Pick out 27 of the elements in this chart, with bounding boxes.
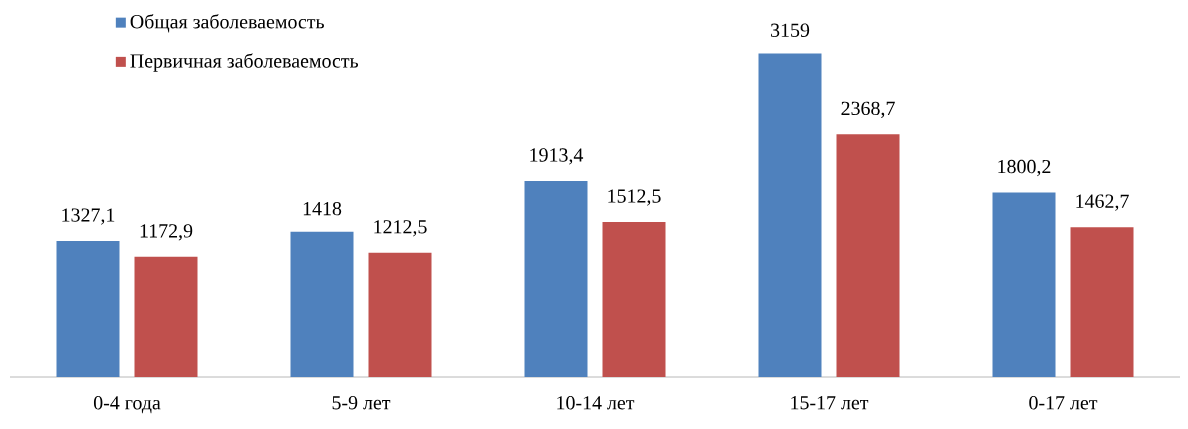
legend-label: Общая заболеваемость bbox=[130, 14, 324, 33]
data-label: 1512,5 bbox=[608, 189, 661, 206]
legend-label: Первичная заболеваемость bbox=[130, 53, 359, 72]
bar bbox=[1070, 227, 1134, 377]
bar bbox=[290, 231, 354, 377]
x-tick-label: 0-17 лет bbox=[1029, 396, 1098, 410]
data-label: 1418 bbox=[303, 201, 342, 216]
x-tick-label: 0-4 года bbox=[93, 396, 161, 414]
bar bbox=[836, 134, 900, 377]
data-label: 3159 bbox=[771, 23, 810, 37]
x-tick-label: 5-9 лет bbox=[332, 396, 391, 410]
data-label: 1800,2 bbox=[998, 159, 1051, 177]
x-tick-label: 15-17 лет bbox=[791, 396, 869, 410]
data-label: 1172,9 bbox=[140, 224, 193, 241]
bar bbox=[56, 241, 120, 377]
bar bbox=[524, 180, 588, 377]
bar bbox=[134, 256, 198, 377]
bar bbox=[368, 252, 432, 377]
bar bbox=[758, 53, 822, 377]
data-label: 2368,7 bbox=[841, 101, 895, 118]
data-label: 1462,7 bbox=[1076, 194, 1129, 211]
x-tick-label: 10-14 лет bbox=[557, 396, 635, 410]
bar bbox=[602, 222, 666, 377]
data-label: 1212,5 bbox=[374, 220, 427, 237]
data-label: 1913,4 bbox=[530, 148, 584, 165]
data-label: 1327,1 bbox=[62, 208, 115, 225]
bar bbox=[992, 192, 1056, 377]
